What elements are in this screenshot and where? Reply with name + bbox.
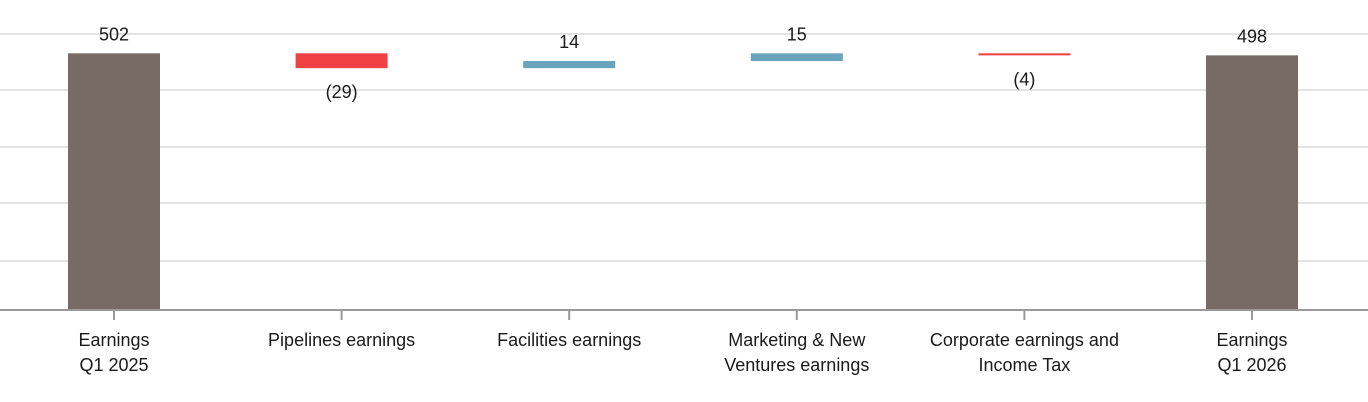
total-bar-0 (68, 53, 160, 311)
decrease-bar-4 (978, 53, 1071, 56)
category-label-0-line-0: Earnings (78, 330, 149, 350)
data-label-0: 502 (99, 24, 129, 44)
category-label-1: Pipelines earnings (268, 330, 415, 350)
category-label-5-line-0: Earnings (1216, 330, 1287, 350)
data-label-3: 15 (787, 24, 807, 44)
total-bar-5 (1206, 55, 1298, 310)
increase-bar-3 (750, 53, 843, 61)
category-labels: Earnings Q1 2025 Pipelines earnings Facilit… (78, 330, 1287, 375)
x-ticks (113, 310, 1253, 320)
category-label-3-line-0: Marketing & New (728, 330, 866, 350)
gridlines (0, 33, 1368, 262)
data-label-5: 498 (1237, 26, 1267, 46)
data-label-1: (29) (326, 82, 358, 102)
category-label-4-line-1: Income Tax (979, 355, 1071, 375)
category-label-4-line-0: Corporate earnings and (930, 330, 1119, 350)
category-label-5-line-1: Q1 2026 (1217, 355, 1286, 375)
data-labels: 502 (29) 14 15 (4) 498 (99, 24, 1267, 102)
data-label-4: (4) (1013, 69, 1035, 89)
category-label-3-line-1: Ventures earnings (724, 355, 869, 375)
category-label-0-line-1: Q1 2025 (79, 355, 148, 375)
decrease-bar-1 (295, 53, 388, 69)
data-label-2: 14 (559, 32, 579, 52)
increase-bar-2 (523, 60, 616, 69)
bars (68, 53, 1298, 311)
category-label-2: Facilities earnings (497, 330, 641, 350)
